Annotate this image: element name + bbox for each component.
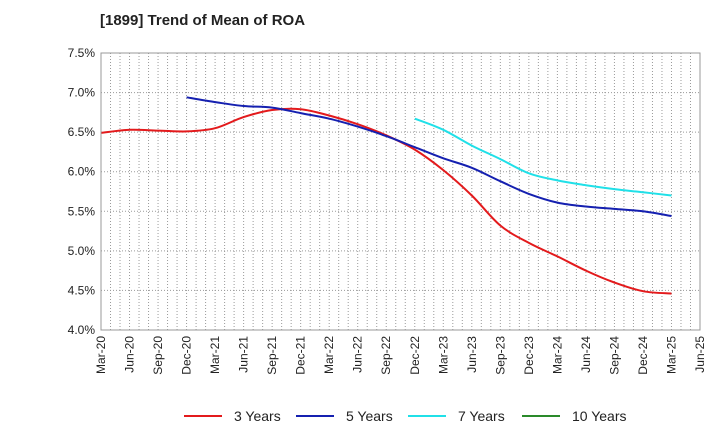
x-tick-label: Dec-22 (408, 336, 422, 375)
x-tick-label: Jun-21 (237, 336, 251, 373)
y-tick-label: 5.5% (68, 204, 96, 218)
legend-label: 3 Years (234, 408, 281, 424)
x-tick-label: Mar-23 (436, 336, 450, 374)
x-tick-label: Dec-24 (636, 336, 650, 375)
x-tick-label: Mar-25 (664, 336, 678, 374)
legend-swatch-3-years (184, 415, 222, 417)
legend-label: 5 Years (346, 408, 393, 424)
legend-swatch-10-years (522, 415, 560, 417)
x-tick-label: Mar-21 (208, 336, 222, 374)
legend-label: 10 Years (572, 408, 627, 424)
y-tick-label: 6.0% (68, 165, 96, 179)
legend-item-7-years: 7 Years (408, 405, 505, 427)
grid-lines (101, 52, 700, 331)
legend-item-10-years: 10 Years (522, 405, 627, 427)
x-tick-label: Mar-22 (322, 336, 336, 374)
y-tick-label: 6.5% (68, 125, 96, 139)
chart-legend: 3 Years 5 Years 7 Years 10 Years (0, 405, 720, 427)
chart-title: [1899] Trend of Mean of ROA (100, 12, 306, 29)
x-axis-ticks: Mar-20 Jun-20 Sep-20 Dec-20 Mar-21 Jun-21 Sep-… (94, 336, 707, 375)
x-tick-label: Mar-20 (94, 336, 108, 374)
legend-item-5-years: 5 Years (296, 405, 393, 427)
legend-label: 7 Years (458, 408, 505, 424)
x-tick-label: Sep-20 (151, 336, 165, 375)
legend-item-3-years: 3 Years (184, 405, 281, 427)
y-tick-label: 4.5% (68, 283, 96, 297)
x-tick-label: Sep-24 (607, 336, 621, 375)
x-tick-label: Sep-23 (493, 336, 507, 375)
y-tick-label: 4.0% (68, 323, 96, 337)
x-tick-label: Jun-25 (693, 336, 707, 373)
legend-swatch-7-years (408, 415, 446, 417)
series-line-7-years (414, 117, 672, 197)
y-axis-ticks: 4.0% 4.5% 5.0% 5.5% 6.0% 6.5% 7.0% 7.5% (68, 46, 96, 337)
x-tick-label: Dec-23 (522, 336, 536, 375)
y-tick-label: 5.0% (68, 244, 96, 258)
x-tick-label: Dec-20 (180, 336, 194, 375)
x-tick-label: Jun-20 (123, 336, 137, 373)
x-tick-label: Sep-21 (265, 336, 279, 375)
x-tick-label: Sep-22 (379, 336, 393, 375)
x-tick-label: Mar-24 (550, 336, 564, 374)
x-tick-label: Jun-24 (579, 336, 593, 373)
x-tick-label: Jun-22 (351, 336, 365, 373)
x-tick-label: Jun-23 (465, 336, 479, 373)
series-lines (100, 96, 672, 295)
y-tick-label: 7.5% (68, 46, 96, 60)
series-line-5-years (186, 96, 672, 217)
x-tick-label: Dec-21 (294, 336, 308, 375)
y-tick-label: 7.0% (68, 86, 96, 100)
legend-swatch-5-years (296, 415, 334, 417)
plot-area-frame (100, 52, 701, 331)
